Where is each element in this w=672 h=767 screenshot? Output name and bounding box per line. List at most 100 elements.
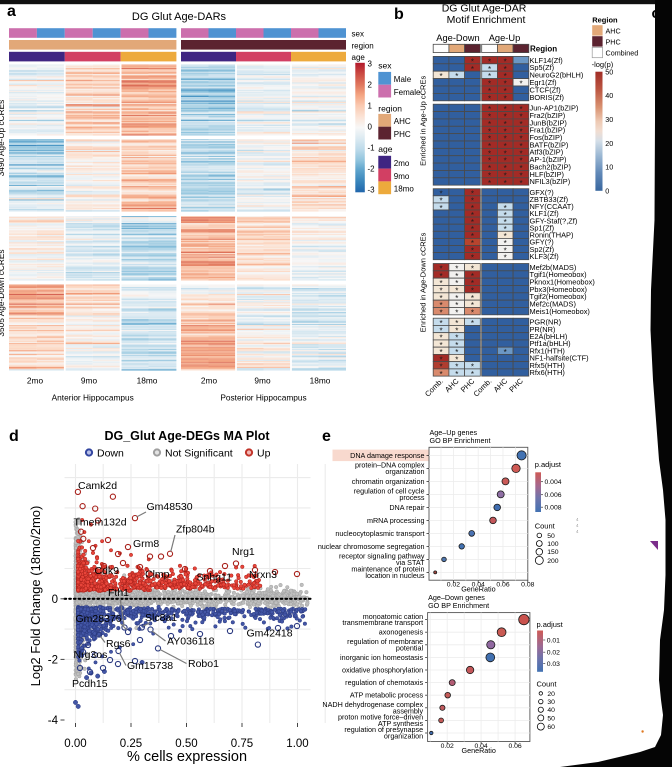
svg-text:*: * bbox=[440, 341, 443, 350]
svg-text:*: * bbox=[488, 65, 491, 74]
svg-text:-log(p): -log(p) bbox=[592, 60, 614, 69]
svg-text:NFY(CCAAT): NFY(CCAAT) bbox=[530, 202, 574, 211]
svg-text:Bach2(bZIP): Bach2(bZIP) bbox=[530, 163, 572, 172]
svg-text:BATF(bZIP): BATF(bZIP) bbox=[530, 140, 569, 149]
svg-text:30: 30 bbox=[605, 115, 613, 124]
svg-text:*: * bbox=[488, 127, 491, 136]
svg-text:Fra2(bZIP): Fra2(bZIP) bbox=[530, 111, 566, 120]
svg-text:JunB(bZIP): JunB(bZIP) bbox=[530, 118, 567, 127]
svg-text:*: * bbox=[455, 334, 458, 343]
svg-text:50: 50 bbox=[605, 67, 613, 76]
svg-text:*: * bbox=[440, 301, 443, 310]
svg-text:*: * bbox=[519, 179, 522, 188]
svg-text:age: age bbox=[352, 53, 366, 62]
svg-text:HLF(bZIP): HLF(bZIP) bbox=[530, 170, 565, 179]
svg-text:*: * bbox=[471, 287, 474, 296]
svg-text:*: * bbox=[440, 190, 443, 199]
svg-text:*: * bbox=[455, 72, 458, 81]
svg-text:*: * bbox=[488, 164, 491, 173]
svg-text:*: * bbox=[488, 171, 491, 180]
svg-text:*: * bbox=[504, 80, 507, 89]
svg-text:*: * bbox=[455, 319, 458, 328]
svg-text:*: * bbox=[471, 232, 474, 241]
svg-text:3: 3 bbox=[368, 60, 373, 69]
svg-text:GFY(?): GFY(?) bbox=[530, 238, 554, 247]
svg-text:a: a bbox=[7, 3, 16, 20]
svg-text:*: * bbox=[471, 211, 474, 220]
svg-text:Age-Down: Age-Down bbox=[436, 33, 479, 43]
svg-text:*: * bbox=[504, 239, 507, 248]
svg-text:9mo: 9mo bbox=[394, 172, 410, 181]
svg-text:*: * bbox=[471, 279, 474, 288]
svg-text:*: * bbox=[471, 308, 474, 317]
svg-text:*: * bbox=[455, 341, 458, 350]
svg-text:*: * bbox=[471, 370, 474, 379]
svg-text:*: * bbox=[440, 279, 443, 288]
svg-text:*: * bbox=[504, 232, 507, 241]
svg-text:*: * bbox=[455, 370, 458, 379]
svg-text:Mef2c(MADS): Mef2c(MADS) bbox=[530, 300, 576, 309]
svg-text:*: * bbox=[440, 363, 443, 372]
svg-text:*: * bbox=[504, 164, 507, 173]
svg-text:-3: -3 bbox=[368, 186, 376, 195]
svg-text:Enriched in Age-Up cCREs: Enriched in Age-Up cCREs bbox=[419, 76, 428, 166]
svg-text:Down: Down bbox=[97, 448, 124, 460]
svg-text:Anterior Hippocampus: Anterior Hippocampus bbox=[52, 393, 134, 403]
svg-text:Enriched in Age-Down cCREs: Enriched in Age-Down cCREs bbox=[419, 232, 428, 332]
svg-text:*: * bbox=[488, 87, 491, 96]
svg-text:3505 Age-Down cCREs: 3505 Age-Down cCREs bbox=[0, 249, 6, 336]
svg-text:PGR(NR): PGR(NR) bbox=[530, 318, 562, 327]
svg-text:*: * bbox=[488, 157, 491, 166]
svg-text:Tgif1(Homeobox): Tgif1(Homeobox) bbox=[530, 270, 587, 279]
svg-text:region: region bbox=[378, 104, 402, 114]
svg-text:BORIS(Zf): BORIS(Zf) bbox=[530, 93, 565, 102]
svg-text:NeuroG2(bHLH): NeuroG2(bHLH) bbox=[530, 71, 584, 80]
svg-text:*: * bbox=[455, 272, 458, 281]
svg-text:*: * bbox=[455, 279, 458, 288]
svg-text:GFY-Staf(?,Zf): GFY-Staf(?,Zf) bbox=[530, 216, 578, 225]
svg-text:*: * bbox=[504, 171, 507, 180]
svg-text:Fos(bZIP): Fos(bZIP) bbox=[530, 133, 563, 142]
svg-text:*: * bbox=[471, 190, 474, 199]
svg-text:0: 0 bbox=[368, 123, 373, 132]
svg-text:*: * bbox=[471, 301, 474, 310]
svg-text:*: * bbox=[455, 301, 458, 310]
svg-text:*: * bbox=[519, 157, 522, 166]
svg-text:b: b bbox=[394, 6, 404, 23]
svg-text:*: * bbox=[504, 113, 507, 122]
svg-text:Rfx1(HTH): Rfx1(HTH) bbox=[530, 347, 565, 356]
svg-text:Posterior Hippocampus: Posterior Hippocampus bbox=[220, 393, 306, 403]
svg-text:*: * bbox=[440, 370, 443, 379]
svg-text:*: * bbox=[488, 57, 491, 66]
svg-text:*: * bbox=[471, 253, 474, 262]
svg-text:ZBTB33(Zf): ZBTB33(Zf) bbox=[530, 195, 569, 204]
svg-text:Pknox1(Homeobox): Pknox1(Homeobox) bbox=[530, 278, 595, 287]
svg-text:-2: -2 bbox=[368, 165, 376, 174]
svg-text:KLF14(Zf): KLF14(Zf) bbox=[530, 56, 563, 65]
svg-text:*: * bbox=[519, 80, 522, 89]
svg-text:Male: Male bbox=[394, 75, 412, 84]
svg-text:*: * bbox=[488, 149, 491, 158]
svg-text:*: * bbox=[455, 308, 458, 317]
svg-text:Sp1(Zf): Sp1(Zf) bbox=[530, 223, 555, 232]
svg-text:*: * bbox=[504, 157, 507, 166]
svg-text:*: * bbox=[440, 294, 443, 303]
svg-text:-1: -1 bbox=[368, 144, 376, 153]
svg-text:sex: sex bbox=[378, 60, 392, 70]
svg-text:*: * bbox=[504, 348, 507, 357]
svg-text:Mef2b(MADS): Mef2b(MADS) bbox=[530, 263, 577, 272]
svg-text:*: * bbox=[471, 272, 474, 281]
svg-text:*: * bbox=[504, 105, 507, 114]
svg-text:Fra1(bZIP): Fra1(bZIP) bbox=[530, 126, 566, 135]
svg-text:*: * bbox=[488, 94, 491, 103]
svg-text:Rfx6(HTH): Rfx6(HTH) bbox=[530, 368, 565, 377]
svg-text:KLF3(Zf): KLF3(Zf) bbox=[530, 252, 559, 261]
svg-text:*: * bbox=[471, 57, 474, 66]
svg-text:Egr1(Zf): Egr1(Zf) bbox=[530, 78, 557, 87]
svg-text:*: * bbox=[440, 319, 443, 328]
svg-text:Region: Region bbox=[592, 16, 618, 25]
svg-text:10: 10 bbox=[605, 163, 613, 172]
svg-text:20: 20 bbox=[605, 139, 613, 148]
svg-text:Sp2(Zf): Sp2(Zf) bbox=[530, 245, 555, 254]
svg-text:2mo: 2mo bbox=[201, 376, 218, 386]
